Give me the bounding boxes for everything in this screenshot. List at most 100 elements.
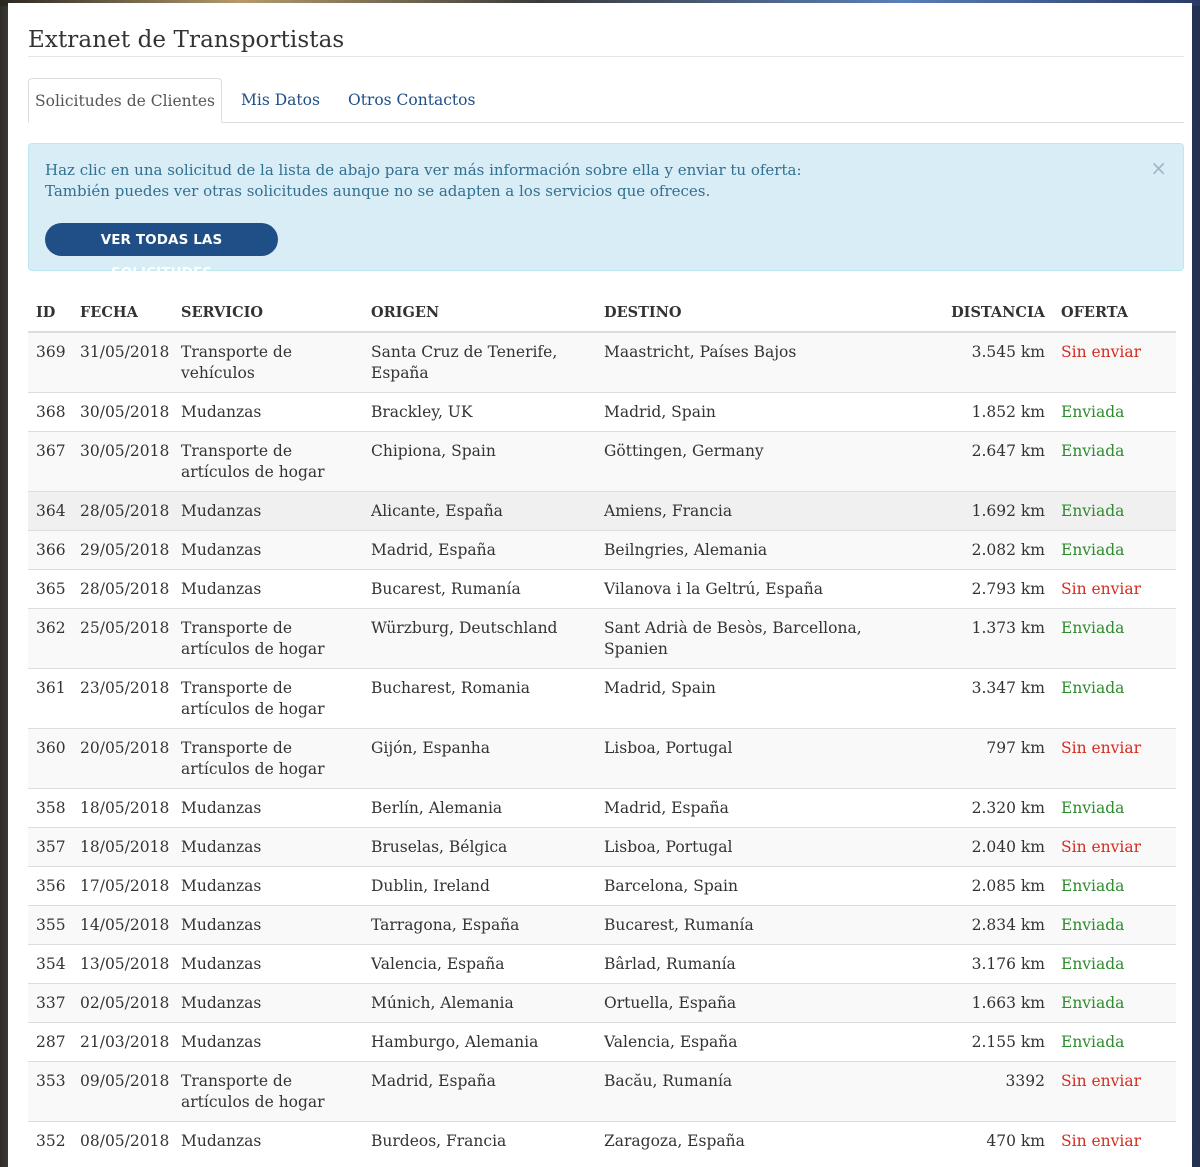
cell-servicio: Transporte de artículos de hogar <box>173 728 363 789</box>
cell-fecha: 14/05/2018 <box>72 905 173 945</box>
column-header-servicio[interactable]: SERVICIO <box>173 293 363 333</box>
offer-status: Sin enviar <box>1061 1132 1142 1150</box>
cell-fecha: 13/05/2018 <box>72 944 173 984</box>
cell-servicio: Transporte de artículos de hogar <box>173 608 363 669</box>
cell-servicio: Mudanzas <box>173 944 363 984</box>
cell-destino: Bucarest, Rumanía <box>596 905 926 945</box>
cell-distancia: 1.692 km <box>926 491 1053 531</box>
cell-distancia: 2.793 km <box>926 569 1053 609</box>
cell-id: 353 <box>28 1061 72 1122</box>
cell-destino: Beilngries, Alemania <box>596 530 926 570</box>
cell-destino: Göttingen, Germany <box>596 431 926 492</box>
title-divider <box>28 56 1184 57</box>
cell-fecha: 02/05/2018 <box>72 983 173 1023</box>
cell-oferta: Sin enviar <box>1053 728 1176 789</box>
cell-fecha: 08/05/2018 <box>72 1121 173 1160</box>
cell-oferta: Enviada <box>1053 866 1176 906</box>
table-row[interactable]: 365 28/05/2018 Mudanzas Bucarest, Rumanía Vi… <box>28 569 1176 609</box>
ver-todas-solicitudes-button[interactable]: VER TODAS LAS SOLICITUDES <box>45 223 278 281</box>
table-row[interactable]: 368 30/05/2018 Mudanzas Brackley, UK Madrid,… <box>28 392 1176 432</box>
table-row[interactable]: 367 30/05/2018 Transporte de artículos de … <box>28 431 1176 492</box>
cell-distancia: 2.320 km <box>926 788 1053 828</box>
cell-destino: Maastricht, Países Bajos <box>596 331 926 393</box>
table-row[interactable]: 355 14/05/2018 Mudanzas Tarragona, España Bu… <box>28 905 1176 945</box>
offer-status: Enviada <box>1061 679 1125 697</box>
info-alert: Haz clic en una solicitud de la lista de… <box>28 143 1184 281</box>
cell-fecha: 18/05/2018 <box>72 827 173 867</box>
table-row[interactable]: 369 31/05/2018 Transporte de vehículos Sant… <box>28 331 1176 393</box>
cell-destino: Amiens, Francia <box>596 491 926 531</box>
cell-servicio: Mudanzas <box>173 530 363 570</box>
cell-id: 357 <box>28 827 72 867</box>
cell-fecha: 17/05/2018 <box>72 866 173 906</box>
cell-distancia: 2.647 km <box>926 431 1053 492</box>
cell-fecha: 31/05/2018 <box>72 331 173 393</box>
cell-origen: Tarragona, España <box>363 905 596 945</box>
table-row[interactable]: 354 13/05/2018 Mudanzas Valencia, España Bâr… <box>28 944 1176 984</box>
tab-bar: Solicitudes de Clientes Mis Datos Otros … <box>28 78 1184 123</box>
offer-status: Enviada <box>1061 955 1125 973</box>
column-header-destino[interactable]: DESTINO <box>596 293 926 333</box>
cell-distancia: 3.176 km <box>926 944 1053 984</box>
table-row[interactable]: 361 23/05/2018 Transporte de artículos de … <box>28 668 1176 729</box>
table-row[interactable]: 352 08/05/2018 Mudanzas Burdeos, Francia Zar… <box>28 1121 1176 1160</box>
table-row[interactable]: 287 21/03/2018 Mudanzas Hamburgo, Alemania V… <box>28 1022 1176 1062</box>
cell-id: 364 <box>28 491 72 531</box>
table-row[interactable]: 358 18/05/2018 Mudanzas Berlín, Alemania Mad… <box>28 788 1176 828</box>
cell-id: 365 <box>28 569 72 609</box>
column-header-oferta[interactable]: OFERTA <box>1053 293 1176 333</box>
tab-solicitudes-de-clientes[interactable]: Solicitudes de Clientes <box>28 78 222 123</box>
cell-distancia: 3.545 km <box>926 331 1053 393</box>
table-row[interactable]: 364 28/05/2018 Mudanzas Alicante, España Ami… <box>28 491 1176 531</box>
table-row[interactable]: 356 17/05/2018 Mudanzas Dublin, Ireland Barc… <box>28 866 1176 906</box>
cell-oferta: Sin enviar <box>1053 827 1176 867</box>
cell-origen: Berlín, Alemania <box>363 788 596 828</box>
close-icon[interactable]: × <box>1150 156 1167 180</box>
cell-oferta: Sin enviar <box>1053 1061 1176 1122</box>
cell-oferta: Enviada <box>1053 431 1176 492</box>
alert-text-line-2: También puedes ver otras solicitudes aun… <box>45 182 711 200</box>
cell-origen: Bucarest, Rumanía <box>363 569 596 609</box>
table-header-row: ID FECHA SERVICIO ORIGEN DESTINO DISTANC… <box>28 293 1176 333</box>
cell-origen: Burdeos, Francia <box>363 1121 596 1160</box>
cell-fecha: 28/05/2018 <box>72 569 173 609</box>
cell-oferta: Enviada <box>1053 530 1176 570</box>
table-row[interactable]: 337 02/05/2018 Mudanzas Múnich, Alemania Ort… <box>28 983 1176 1023</box>
column-header-fecha[interactable]: FECHA <box>72 293 173 333</box>
offer-status: Enviada <box>1061 877 1125 895</box>
cell-oferta: Enviada <box>1053 788 1176 828</box>
column-header-origen[interactable]: ORIGEN <box>363 293 596 333</box>
cell-servicio: Mudanzas <box>173 569 363 609</box>
cell-distancia: 2.082 km <box>926 530 1053 570</box>
offer-status: Enviada <box>1061 403 1125 421</box>
table-row[interactable]: 360 20/05/2018 Transporte de artículos de … <box>28 728 1176 789</box>
cell-fecha: 18/05/2018 <box>72 788 173 828</box>
cell-origen: Múnich, Alemania <box>363 983 596 1023</box>
tab-otros-contactos[interactable]: Otros Contactos <box>348 91 476 109</box>
cell-destino: Madrid, Spain <box>596 668 926 729</box>
cell-fecha: 30/05/2018 <box>72 392 173 432</box>
cell-distancia: 2.834 km <box>926 905 1053 945</box>
column-header-id[interactable]: ID <box>28 293 72 333</box>
offer-status: Sin enviar <box>1061 1072 1142 1090</box>
cell-destino: Valencia, España <box>596 1022 926 1062</box>
table-row[interactable]: 366 29/05/2018 Mudanzas Madrid, España Beiln… <box>28 530 1176 570</box>
cell-destino: Madrid, España <box>596 788 926 828</box>
cell-destino: Barcelona, Spain <box>596 866 926 906</box>
cell-id: 355 <box>28 905 72 945</box>
table-row[interactable]: 362 25/05/2018 Transporte de artículos de … <box>28 608 1176 669</box>
tab-mis-datos[interactable]: Mis Datos <box>241 91 320 109</box>
cell-destino: Bacău, Rumanía <box>596 1061 926 1122</box>
cell-id: 337 <box>28 983 72 1023</box>
offer-status: Enviada <box>1061 442 1125 460</box>
offer-status: Enviada <box>1061 994 1125 1012</box>
cell-fecha: 28/05/2018 <box>72 491 173 531</box>
cell-oferta: Enviada <box>1053 1022 1176 1062</box>
cell-origen: Madrid, España <box>363 1061 596 1122</box>
column-header-distancia[interactable]: DISTANCIA <box>926 293 1053 333</box>
table-row[interactable]: 353 09/05/2018 Transporte de artículos de … <box>28 1061 1176 1122</box>
table-row[interactable]: 357 18/05/2018 Mudanzas Bruselas, Bélgica Li… <box>28 827 1176 867</box>
cell-oferta: Enviada <box>1053 983 1176 1023</box>
offer-status: Sin enviar <box>1061 580 1142 598</box>
cell-id: 361 <box>28 668 72 729</box>
